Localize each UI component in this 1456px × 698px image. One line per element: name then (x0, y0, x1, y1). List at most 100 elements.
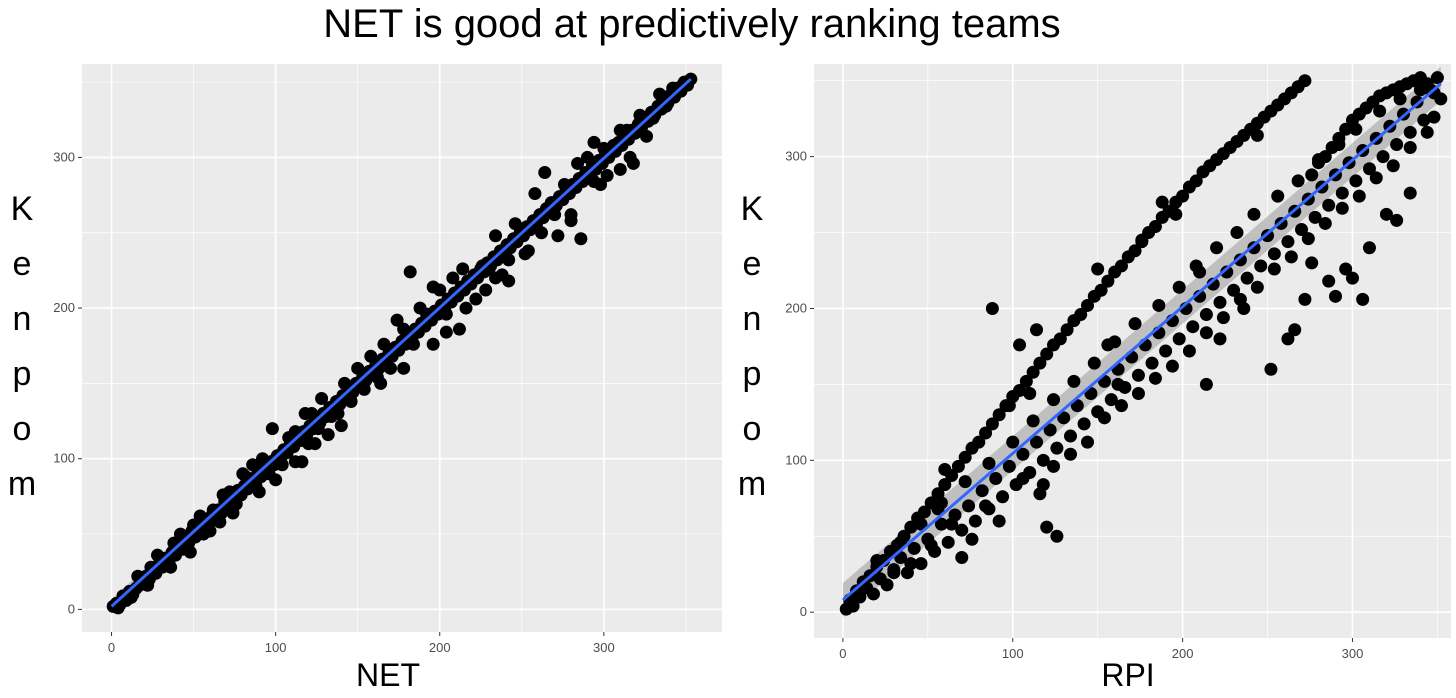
data-point (938, 462, 952, 476)
y-axis-label-letter: m (7, 465, 37, 503)
data-point (962, 499, 976, 513)
data-point (1033, 356, 1047, 370)
data-point (295, 455, 309, 469)
data-point (1006, 435, 1020, 449)
data-point (1390, 213, 1404, 227)
data-point (907, 541, 921, 555)
x-tick-label: 100 (1002, 646, 1024, 661)
data-point (206, 503, 220, 517)
data-point (1322, 198, 1336, 212)
data-point (1213, 332, 1227, 346)
y-axis-label-letter: K (740, 190, 764, 228)
data-point (1386, 159, 1400, 173)
data-point (1345, 271, 1359, 285)
data-point (1053, 332, 1067, 346)
data-point (1172, 332, 1186, 346)
data-point (331, 407, 345, 421)
data-point (1379, 207, 1393, 221)
data-point (1349, 122, 1363, 136)
data-point (870, 554, 884, 568)
data-point (390, 313, 404, 327)
data-point (597, 141, 611, 155)
data-point (252, 485, 266, 499)
data-point (1016, 472, 1030, 486)
x-tick-label: 200 (429, 640, 451, 655)
data-point (1063, 447, 1077, 461)
data-point (613, 162, 627, 176)
data-point (996, 490, 1010, 504)
data-point (1189, 259, 1203, 273)
data-point (1352, 189, 1366, 203)
data-point (1128, 244, 1142, 258)
data-point (502, 253, 516, 267)
data-point (469, 292, 483, 306)
data-point (1301, 232, 1315, 246)
data-point (955, 523, 969, 537)
data-point (1332, 137, 1346, 151)
y-axis-label-letter: n (12, 300, 32, 338)
data-point (853, 590, 867, 604)
data-point (1281, 235, 1295, 249)
data-point (917, 505, 931, 519)
data-point (934, 496, 948, 510)
data-point (985, 301, 999, 315)
data-point (1335, 201, 1349, 215)
data-point (269, 473, 283, 487)
data-point (1030, 323, 1044, 337)
data-point (384, 361, 398, 375)
data-point (1322, 274, 1336, 288)
data-point (914, 557, 928, 571)
y-tick-label: 100 (785, 452, 807, 467)
data-point (334, 419, 348, 433)
data-point (1111, 377, 1125, 391)
data-point (1227, 283, 1241, 297)
data-point (308, 437, 322, 451)
x-tick-label: 300 (593, 640, 615, 655)
data-point (1216, 311, 1230, 325)
data-point (557, 178, 571, 192)
data-point (1356, 292, 1370, 306)
data-point (979, 426, 993, 440)
scatter-panel-rpi: 0 100 200 300 0 100 200 300 (772, 56, 1456, 662)
data-point (1390, 137, 1404, 151)
data-point (992, 408, 1006, 422)
data-point (1210, 241, 1224, 255)
data-point (623, 150, 637, 164)
scatter-plot-rpi: 0 100 200 300 0 100 200 300 (785, 64, 1451, 661)
data-point (1206, 277, 1220, 291)
data-point (1016, 447, 1030, 461)
data-point (1176, 189, 1190, 203)
data-point (452, 322, 466, 336)
data-point (351, 361, 365, 375)
data-point (1284, 250, 1298, 264)
data-point (1291, 174, 1305, 188)
data-point (880, 578, 894, 592)
data-point (1233, 253, 1247, 267)
data-point (321, 428, 335, 442)
data-point (914, 517, 928, 531)
data-point (1247, 207, 1261, 221)
y-tick-label: 0 (800, 604, 807, 619)
data-point (1172, 280, 1186, 294)
y-axis-label-letter: e (742, 245, 762, 283)
data-point (1250, 128, 1264, 142)
data-point (439, 325, 453, 339)
data-point (965, 532, 979, 546)
x-tick-label: 100 (265, 640, 287, 655)
data-point (1376, 150, 1390, 164)
data-point (992, 514, 1006, 528)
data-point (1267, 262, 1281, 276)
data-point (1047, 393, 1061, 407)
data-point (1298, 292, 1312, 306)
data-point (1043, 423, 1057, 437)
y-axis-label-letter: p (742, 355, 762, 393)
data-point (985, 417, 999, 431)
data-point (164, 560, 178, 574)
data-point (173, 527, 187, 541)
data-point (574, 232, 588, 246)
y-tick-label: 0 (68, 601, 75, 616)
data-point (544, 196, 558, 210)
data-point (633, 108, 647, 122)
y-axis-label-letter: n (742, 300, 762, 338)
